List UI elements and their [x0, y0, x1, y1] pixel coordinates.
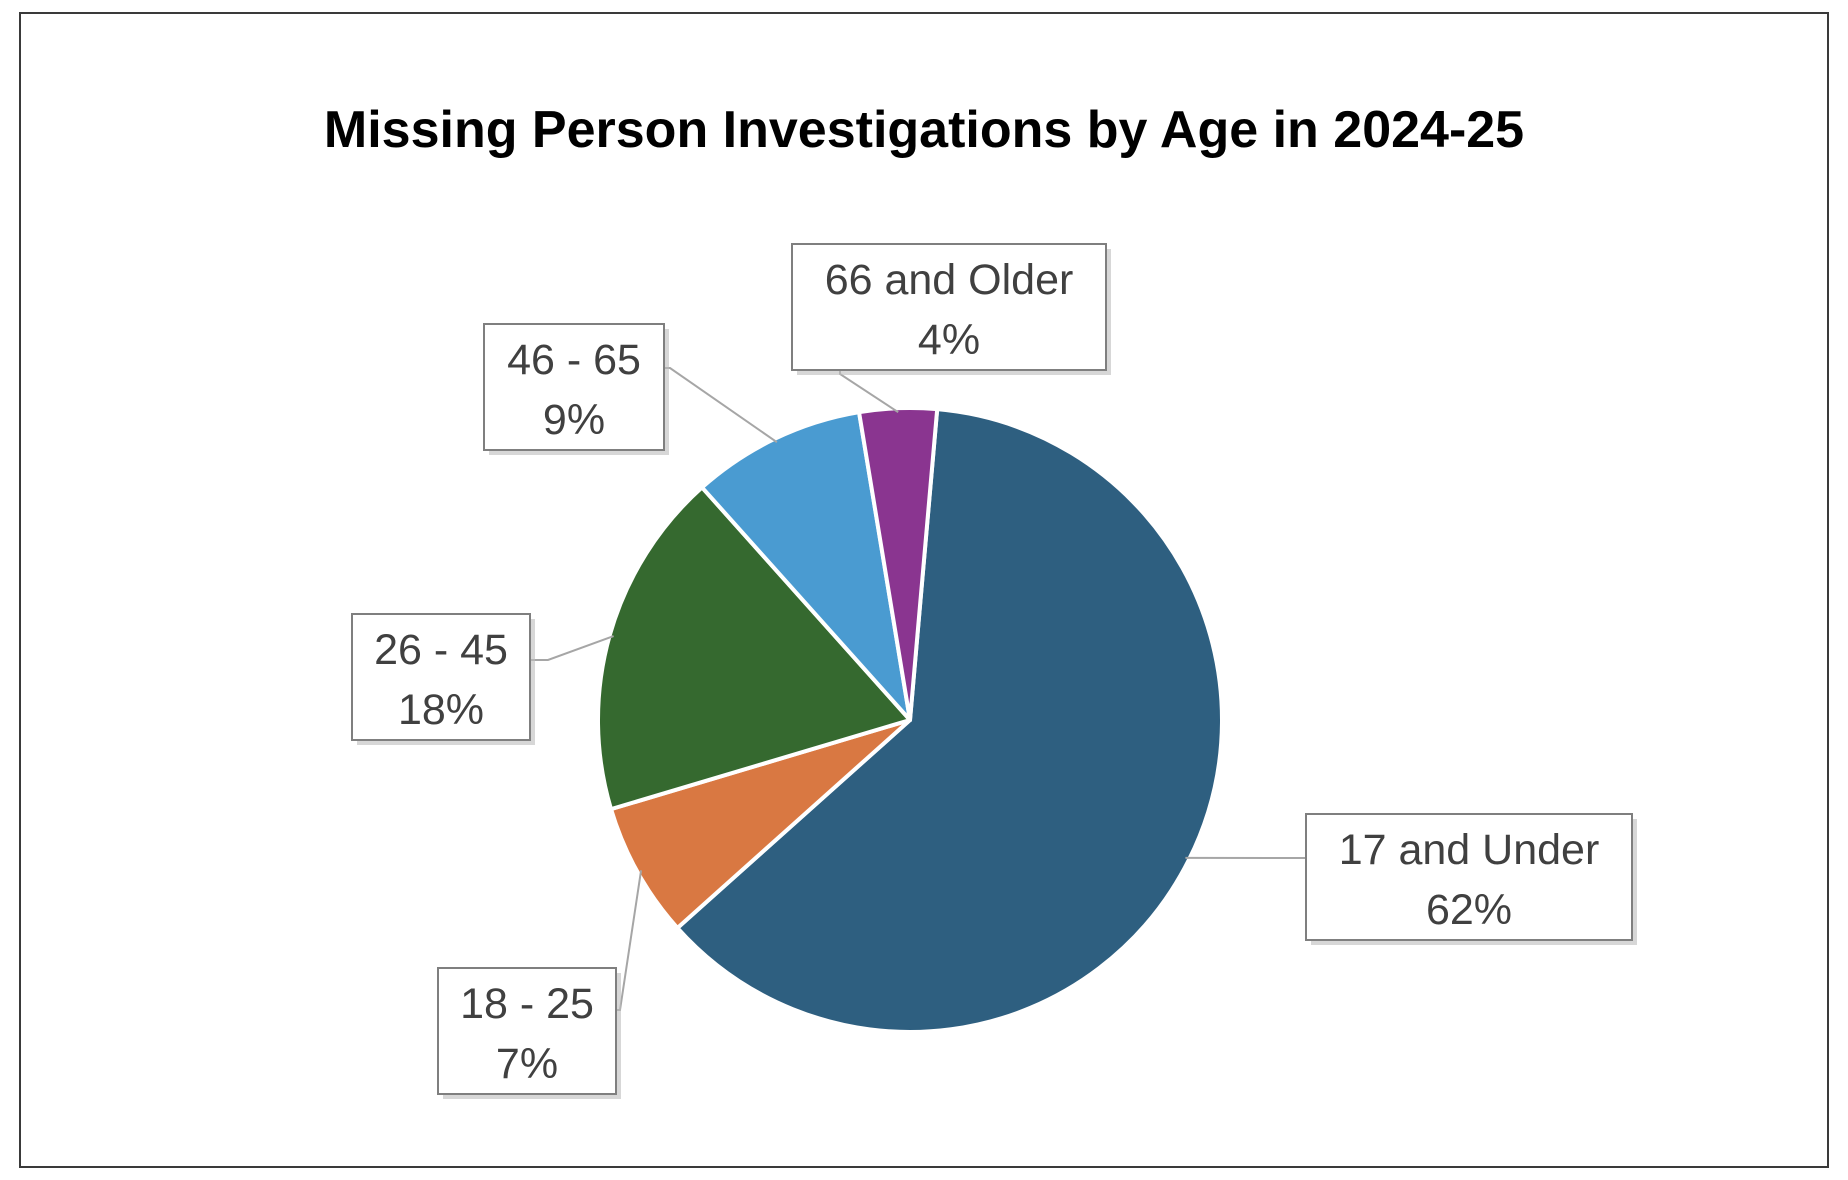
pie-slice-17-and-under: [675, 407, 1224, 1035]
data-label: 66 and Older 4%: [791, 243, 1111, 375]
data-label-box: [791, 243, 1107, 371]
data-label-category: 66 and Older: [825, 256, 1074, 304]
data-label-box: [483, 323, 665, 451]
data-labels: 17 and Under 62% 18 - 25 7% 26 - 45 18% 46 - 6…: [351, 243, 1637, 1099]
data-label-percent: 9%: [543, 396, 605, 444]
data-label: 26 - 45 18%: [351, 613, 535, 745]
pie-slices: [596, 406, 1224, 1035]
data-label-category: 26 - 45: [374, 626, 508, 674]
leader-line: [839, 370, 899, 414]
pie-slice-66-and-older: [857, 406, 940, 722]
data-label: 46 - 65 9%: [483, 323, 669, 455]
pie-slice-46-65: [700, 410, 912, 722]
leader-line: [664, 367, 778, 444]
data-label-category: 18 - 25: [460, 980, 594, 1028]
data-label-percent: 62%: [1426, 886, 1512, 934]
data-label-percent: 4%: [918, 316, 980, 364]
data-label-percent: 7%: [496, 1040, 558, 1088]
pie-slice-18-25: [609, 718, 912, 930]
leader-line: [530, 635, 614, 661]
data-label-percent: 18%: [398, 686, 484, 734]
chart-title: Missing Person Investigations by Age in …: [323, 101, 1525, 159]
data-label-box: [437, 967, 617, 1095]
data-label: 17 and Under 62%: [1305, 813, 1637, 945]
pie-slice-26-45: [596, 485, 912, 812]
data-label-box: [1305, 813, 1633, 941]
data-label: 18 - 25 7%: [437, 967, 621, 1099]
data-label-box: [351, 613, 531, 741]
data-label-category: 46 - 65: [507, 336, 641, 384]
data-label-category: 17 and Under: [1339, 826, 1600, 874]
